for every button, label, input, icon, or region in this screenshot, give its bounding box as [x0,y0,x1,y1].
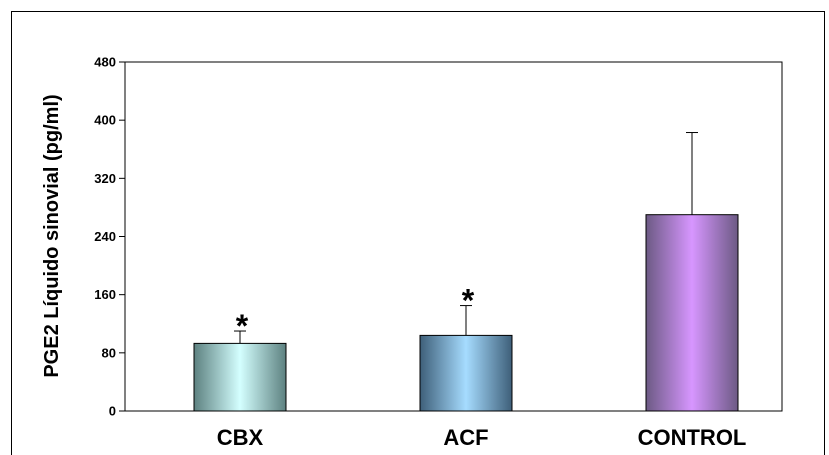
y-tick-label: 320 [94,171,116,186]
bar-control [645,214,739,412]
y-tick-label: 240 [94,229,116,244]
y-tick-label: 400 [94,113,116,128]
y-tick-label: 80 [102,345,116,360]
x-category-label: ACF [443,425,488,450]
y-tick-label: 0 [109,404,116,419]
x-category-label: CONTROL [638,425,747,450]
bar-acf [419,334,513,412]
y-tick-label: 160 [94,287,116,302]
y-axis-label: PGE2 Líquido sinovial (pg/ml) [41,94,63,377]
x-category-label: CBX [217,425,264,450]
bar-cbx [193,342,287,412]
significance-marker: * [462,283,475,319]
significance-marker: * [236,308,249,344]
y-tick-label: 480 [94,55,116,70]
